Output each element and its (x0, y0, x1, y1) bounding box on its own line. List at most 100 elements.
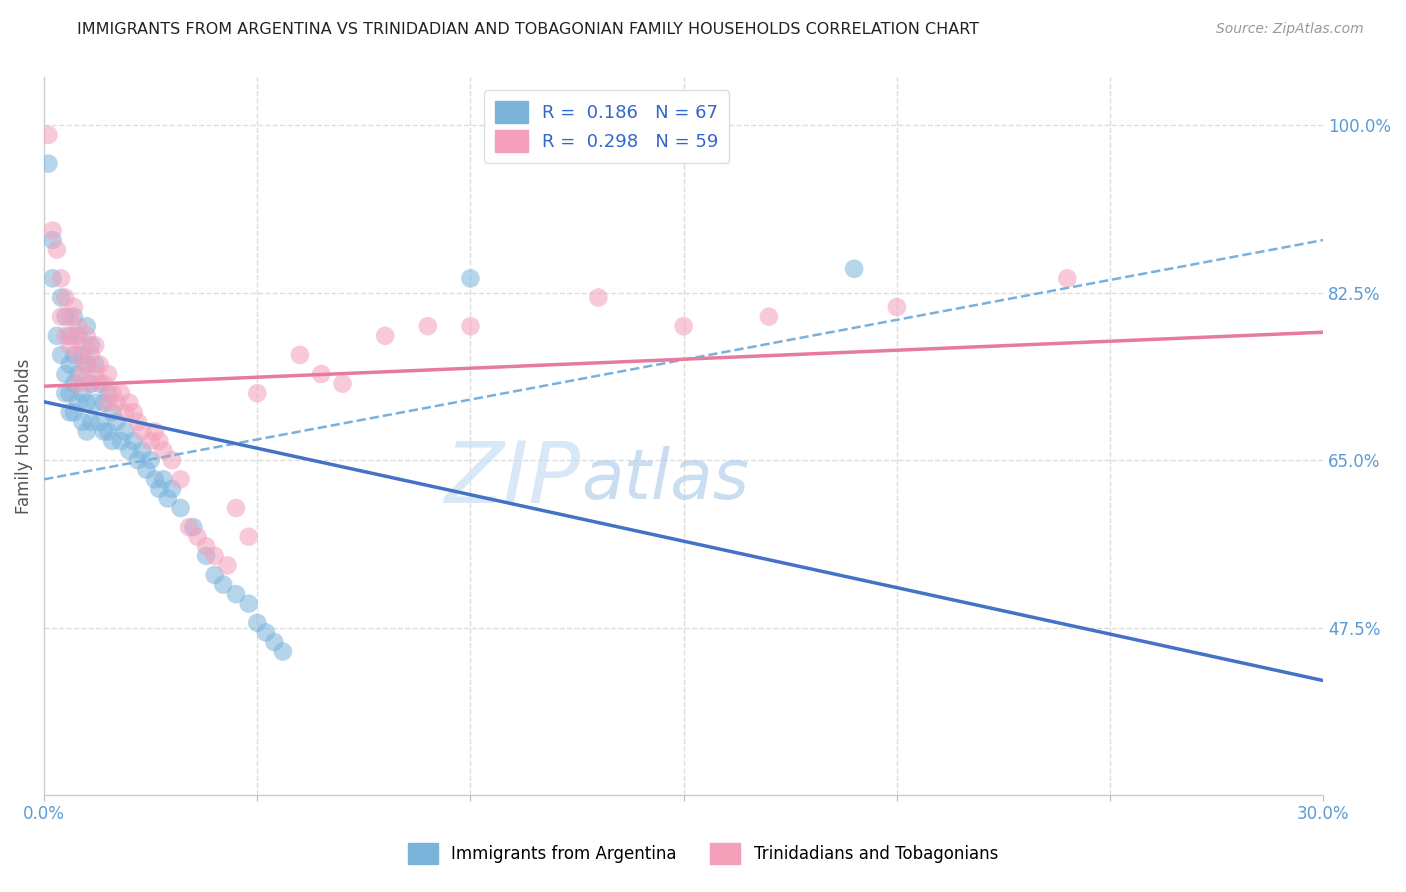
Point (1056, 271, 1078, 285)
Point (37, 156, 59, 170)
Point (225, 501, 247, 516)
Point (76, 319, 98, 334)
Point (72, 415, 94, 429)
Point (105, 415, 128, 429)
Point (588, 291, 610, 305)
Point (122, 405, 145, 419)
Point (156, 491, 179, 506)
Point (254, 625, 277, 640)
Point (177, 520, 200, 534)
Point (55, 367, 77, 381)
Point (84, 358, 107, 372)
Point (45, 243, 67, 257)
Point (51, 291, 73, 305)
Point (183, 520, 205, 534)
Point (118, 396, 141, 410)
Point (148, 482, 170, 496)
Point (225, 587, 247, 601)
Legend: Immigrants from Argentina, Trinidadians and Tobagonians: Immigrants from Argentina, Trinidadians … (401, 837, 1005, 871)
Point (122, 434, 145, 448)
Point (105, 396, 128, 410)
Point (93, 376, 115, 391)
Point (59, 338, 82, 352)
Point (160, 482, 183, 496)
Point (76, 425, 98, 439)
Point (93, 425, 115, 439)
Point (114, 425, 136, 439)
Point (89, 415, 111, 429)
Point (160, 453, 183, 467)
Point (89, 358, 111, 372)
Point (238, 597, 260, 611)
Point (41, 271, 63, 285)
Point (80, 338, 103, 352)
Point (55, 328, 77, 343)
Point (195, 549, 218, 563)
Point (460, 319, 482, 334)
Point (63, 348, 86, 362)
Point (212, 577, 235, 591)
Point (72, 348, 94, 362)
Point (263, 635, 285, 649)
Point (271, 644, 294, 658)
Point (288, 348, 311, 362)
Legend: R =  0.186   N = 67, R =  0.298   N = 59: R = 0.186 N = 67, R = 0.298 N = 59 (485, 90, 730, 163)
Point (97, 396, 120, 410)
Point (89, 376, 111, 391)
Point (72, 338, 94, 352)
Point (238, 530, 260, 544)
Text: Source: ZipAtlas.com: Source: ZipAtlas.com (1216, 22, 1364, 37)
Point (217, 558, 239, 573)
Point (97, 425, 120, 439)
Point (51, 310, 73, 324)
Point (309, 367, 332, 381)
Point (143, 472, 166, 486)
Point (204, 568, 226, 582)
Point (672, 319, 695, 334)
Point (101, 434, 124, 448)
Point (148, 434, 170, 448)
Point (67, 319, 90, 334)
Point (67, 367, 90, 381)
Point (110, 434, 132, 448)
Point (101, 386, 124, 401)
Point (63, 376, 86, 391)
Text: ZIP: ZIP (446, 438, 581, 521)
Point (84, 396, 107, 410)
Point (63, 405, 86, 419)
Point (195, 539, 218, 553)
Point (51, 348, 73, 362)
Point (97, 386, 120, 401)
Point (460, 271, 482, 285)
Point (63, 328, 86, 343)
Point (55, 386, 77, 401)
Point (41, 223, 63, 237)
Point (59, 405, 82, 419)
Point (59, 386, 82, 401)
Point (139, 453, 162, 467)
Point (152, 443, 174, 458)
Point (51, 271, 73, 285)
Point (45, 328, 67, 343)
Point (37, 128, 59, 142)
Point (67, 328, 90, 343)
Point (80, 415, 103, 429)
Point (67, 348, 90, 362)
Point (97, 367, 120, 381)
Point (84, 367, 107, 381)
Point (886, 300, 908, 314)
Point (143, 425, 166, 439)
Point (169, 472, 191, 486)
Point (131, 443, 153, 458)
Point (55, 291, 77, 305)
Y-axis label: Family Households: Family Households (15, 359, 32, 514)
Point (76, 358, 98, 372)
Point (67, 396, 90, 410)
Point (63, 310, 86, 324)
Point (59, 310, 82, 324)
Point (63, 300, 86, 314)
Point (67, 376, 90, 391)
Point (76, 328, 98, 343)
Point (114, 405, 136, 419)
Point (246, 615, 269, 630)
